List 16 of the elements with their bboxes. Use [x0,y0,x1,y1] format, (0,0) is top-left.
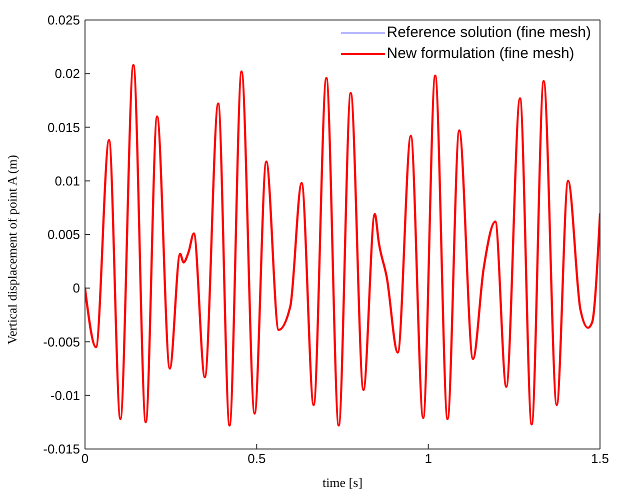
y-tick-label: -0.015 [43,442,80,457]
x-tick-label: 1.5 [590,451,610,466]
x-axis-title: time [s] [322,475,363,490]
y-tick-label: 0.015 [47,120,80,135]
line-series [85,64,600,427]
x-tick-label: 1 [424,451,432,466]
y-tick-label: 0.005 [47,227,80,242]
x-tick-label: 0.5 [248,451,266,466]
y-tick-label: 0.02 [54,66,80,82]
legend-label: New formulation (fine mesh) [386,44,574,64]
y-tick-label: 0.01 [54,173,80,188]
y-tick-label: 0.025 [47,12,80,28]
y-tick-label: -0.005 [43,334,80,350]
y-tick-label: 0 [72,280,80,296]
y-tick-label: -0.01 [50,388,80,403]
legend-label: Reference solution (fine mesh) [386,23,591,43]
